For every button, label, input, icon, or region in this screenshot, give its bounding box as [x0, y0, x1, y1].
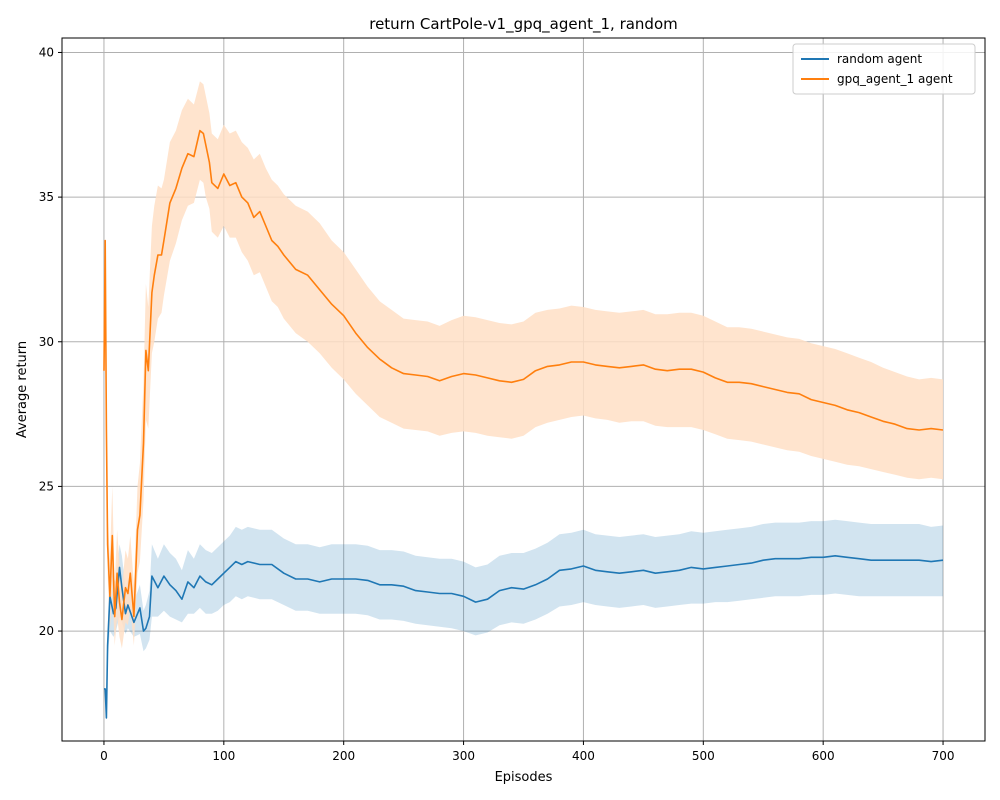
- y-axis-label: Average return: [15, 341, 30, 438]
- series-band-random: [104, 519, 943, 718]
- series-band-gpq: [104, 81, 943, 649]
- y-axis-ticks: 20 25 30 35 40: [39, 45, 62, 638]
- x-tick-label: 300: [452, 749, 475, 763]
- y-tick-label: 40: [39, 45, 54, 59]
- x-tick-label: 500: [692, 749, 715, 763]
- x-tick-label: 200: [332, 749, 355, 763]
- x-axis-label: Episodes: [495, 770, 553, 785]
- series-line-random: [104, 554, 944, 719]
- x-axis-ticks: 0 100 200 300 400 500 600 700: [100, 741, 954, 763]
- series-lines: [103, 129, 944, 719]
- x-tick-label: 100: [212, 749, 235, 763]
- y-tick-label: 25: [39, 479, 54, 493]
- x-tick-label: 0: [100, 749, 108, 763]
- chart-title: return CartPole-v1_gpq_agent_1, random: [369, 15, 678, 34]
- plot-frame: [61, 37, 986, 742]
- y-tick-label: 30: [39, 335, 54, 349]
- x-tick-label: 600: [812, 749, 835, 763]
- y-tick-label: 35: [39, 190, 54, 204]
- legend-label: gpq_agent_1 agent: [837, 72, 953, 86]
- confidence-bands: [104, 81, 943, 718]
- legend: random agent gpq_agent_1 agent: [792, 43, 976, 95]
- x-tick-label: 400: [572, 749, 595, 763]
- series-line-gpq: [103, 129, 944, 621]
- y-tick-label: 20: [39, 624, 54, 638]
- x-tick-label: 700: [932, 749, 955, 763]
- legend-box: [792, 43, 976, 95]
- legend-label: random agent: [837, 52, 922, 66]
